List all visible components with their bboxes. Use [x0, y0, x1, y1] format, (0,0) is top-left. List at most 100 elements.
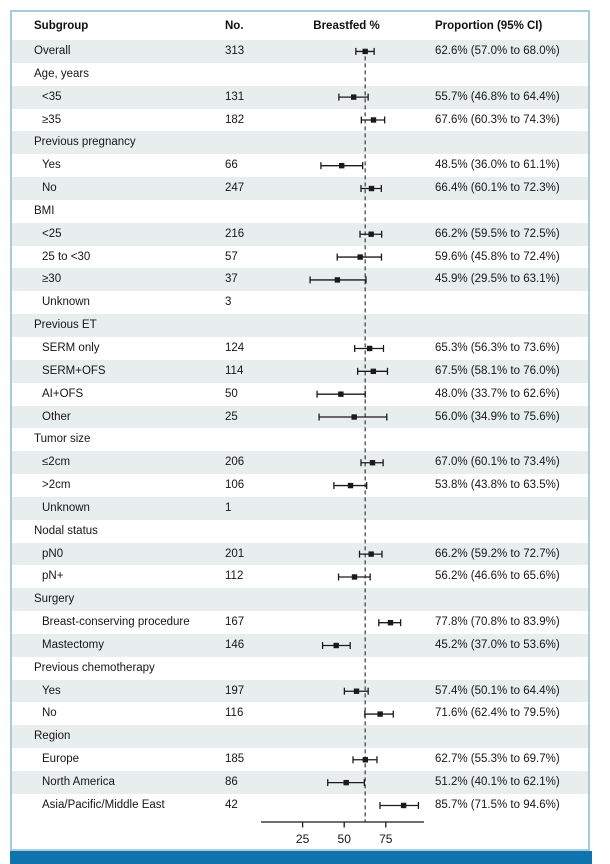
ci-text: 62.7% (55.3% to 69.7%): [435, 753, 560, 766]
col-header-subgroup: Subgroup: [34, 20, 89, 32]
col-header-proportion-ci: Proportion (95% CI): [435, 20, 543, 32]
n-value: 50: [225, 387, 238, 400]
table-row: >2cm 106 53.8% (43.8% to 63.5%): [12, 474, 588, 497]
ci-text: 56.0% (34.9% to 75.6%): [435, 410, 560, 423]
table-row: 25 to <30 57 59.6% (45.8% to 72.4%): [12, 246, 588, 269]
ci-text: 45.9% (29.5% to 63.1%): [435, 273, 560, 286]
subgroup-label: Age, years: [34, 67, 89, 80]
n-value: 116: [225, 707, 244, 720]
x-axis-tick-label: 50: [338, 832, 352, 846]
subgroup-label: SERM only: [42, 341, 100, 354]
table-row: Yes 66 48.5% (36.0% to 61.1%): [12, 154, 588, 177]
table-row: SERM+OFS 114 67.5% (58.1% to 76.0%): [12, 359, 588, 383]
subgroup-label: AI+OFS: [42, 387, 84, 400]
table-row: <35 131 55.7% (46.8% to 64.4%): [12, 85, 588, 109]
subgroup-label: pN0: [42, 547, 64, 560]
table-row: No 116 71.6% (62.4% to 79.5%): [12, 702, 588, 725]
ci-text: 77.8% (70.8% to 83.9%): [435, 616, 560, 629]
n-value: 182: [225, 113, 245, 126]
subgroup-label: Yes: [42, 159, 61, 172]
subgroup-label: Surgery: [34, 593, 75, 606]
ci-text: 66.2% (59.2% to 72.7%): [435, 547, 560, 560]
bottom-accent-bar: [10, 851, 592, 864]
category-row: BMI: [12, 200, 588, 223]
ci-text: 67.0% (60.1% to 73.4%): [435, 456, 560, 469]
n-value: 167: [225, 616, 245, 629]
ci-text: 67.6% (60.3% to 74.3%): [435, 113, 560, 126]
subgroup-label: Previous chemotherapy: [34, 661, 155, 674]
column-header-row: Subgroup No. Breastfed % Proportion (95%…: [12, 12, 588, 40]
subgroup-label: Yes: [42, 684, 61, 697]
category-row: Previous ET: [12, 314, 588, 337]
table-row: AI+OFS 50 48.0% (33.7% to 62.6%): [12, 383, 588, 406]
table-row: ≥30 37 45.9% (29.5% to 63.1%): [12, 268, 588, 292]
table-row: ≤2cm 206 67.0% (60.1% to 73.4%): [12, 451, 588, 475]
subgroup-label: Asia/Pacific/Middle East: [42, 798, 165, 811]
n-value: 247: [225, 182, 245, 195]
subgroup-label: ≤2cm: [42, 456, 71, 469]
n-value: 112: [225, 570, 244, 583]
table-row: Overall 313 62.6% (57.0% to 68.0%): [12, 40, 588, 63]
ci-text: 53.8% (43.8% to 63.5%): [435, 479, 560, 492]
n-value: 66: [225, 159, 238, 172]
table-row: Unknown 3: [12, 291, 588, 314]
subgroup-label: Previous pregnancy: [34, 136, 136, 149]
subgroup-label: pN+: [42, 570, 64, 583]
n-value: 124: [225, 341, 245, 354]
category-row: Age, years: [12, 63, 588, 86]
ci-text: 85.7% (71.5% to 94.6%): [435, 798, 560, 811]
subgroup-label: Tumor size: [34, 433, 91, 446]
subgroup-label: >2cm: [42, 479, 71, 492]
table-row: Asia/Pacific/Middle East 42 85.7% (71.5% t…: [12, 794, 588, 817]
table-row: Unknown 1: [12, 496, 588, 520]
category-row: Previous pregnancy: [12, 131, 588, 155]
subgroup-label: No: [42, 182, 57, 195]
subgroup-label: Other: [42, 410, 71, 423]
n-value: 146: [225, 638, 245, 651]
table-row: pN0 201 66.2% (59.2% to 72.7%): [12, 542, 588, 566]
n-value: 25: [225, 410, 238, 423]
table-row: Yes 197 57.4% (50.1% to 64.4%): [12, 679, 588, 703]
x-axis-tick-label: 25: [296, 832, 310, 846]
subgroup-label: Overall: [34, 45, 71, 57]
table-row: North America 86 51.2% (40.1% to 62.1%): [12, 771, 588, 794]
subgroup-label: Europe: [42, 753, 80, 766]
table-row: Mastectomy 146 45.2% (37.0% to 53.6%): [12, 633, 588, 657]
category-row: Tumor size: [12, 428, 588, 451]
table-row: Other 25 56.0% (34.9% to 75.6%): [12, 405, 588, 429]
n-value: 185: [225, 753, 245, 766]
n-value: 313: [225, 45, 245, 57]
subgroup-label: North America: [42, 776, 115, 788]
table-row: pN+ 112 56.2% (46.6% to 65.6%): [12, 565, 588, 588]
col-header-no: No.: [225, 20, 244, 32]
table-row: ≥35 182 67.6% (60.3% to 74.3%): [12, 109, 588, 132]
table-row: Europe 185 62.7% (55.3% to 69.7%): [12, 748, 588, 771]
ci-text: 59.6% (45.8% to 72.4%): [435, 250, 560, 263]
category-row: Nodal status: [12, 520, 588, 543]
ci-text: 71.6% (62.4% to 79.5%): [435, 707, 560, 720]
ci-text: 65.3% (56.3% to 73.6%): [435, 341, 560, 354]
x-axis: 25 50 75: [261, 821, 424, 846]
category-row: Surgery: [12, 588, 588, 612]
table-row: No 247 66.4% (60.1% to 72.3%): [12, 177, 588, 200]
n-value: 57: [225, 250, 238, 263]
col-header-breastfed-pct: Breastfed %: [313, 20, 380, 32]
x-axis-tick-label: 75: [379, 832, 393, 846]
ci-text: 57.4% (50.1% to 64.4%): [435, 684, 560, 697]
ci-text: 66.4% (60.1% to 72.3%): [435, 182, 560, 195]
n-value: 37: [225, 273, 238, 286]
ci-text: 66.2% (59.5% to 72.5%): [435, 227, 560, 240]
ci-text: 62.6% (57.0% to 68.0%): [435, 45, 560, 57]
forest-plot-frame: Subgroup No. Breastfed % Proportion (95%…: [10, 10, 590, 851]
ci-text: 51.2% (40.1% to 62.1%): [435, 776, 560, 788]
n-value: 86: [225, 776, 238, 788]
subgroup-label: Unknown: [42, 501, 90, 514]
subgroup-label: ≥35: [42, 113, 62, 126]
n-value: 201: [225, 547, 245, 560]
subgroup-label: Previous ET: [34, 319, 97, 332]
subgroup-label: Mastectomy: [42, 638, 104, 651]
category-row: Previous chemotherapy: [12, 657, 588, 680]
subgroup-label: <25: [42, 227, 62, 240]
ci-text: 48.5% (36.0% to 61.1%): [435, 159, 560, 172]
ci-text: 67.5% (58.1% to 76.0%): [435, 364, 560, 377]
